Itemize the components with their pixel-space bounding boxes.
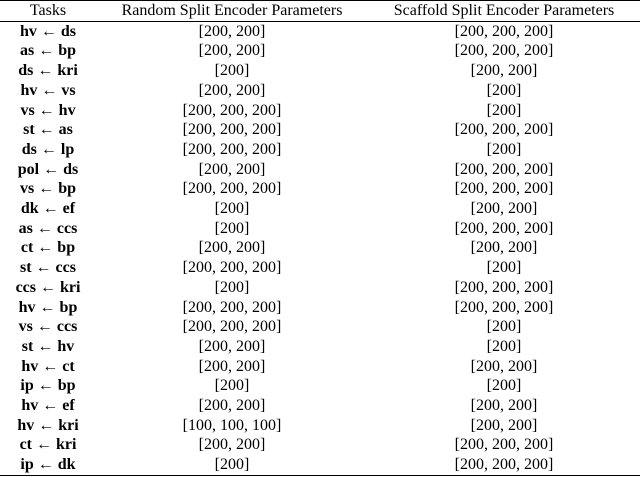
task-cell: hv ← ef bbox=[21, 397, 75, 415]
parameter-cell: [200] bbox=[486, 318, 522, 336]
table-row: hv ← ds [200, 200] [200, 200, 200] bbox=[0, 21, 640, 41]
parameter-cell: [200, 200] bbox=[470, 357, 538, 375]
parameter-cell: [200, 200] bbox=[470, 200, 538, 218]
parameter-cell: [200] bbox=[486, 337, 522, 355]
task-cell: ds ← kri bbox=[18, 62, 78, 80]
parameter-cell: [200, 200, 200] bbox=[182, 101, 282, 119]
parameter-cell: [200] bbox=[214, 200, 250, 218]
parameter-cell: [200] bbox=[214, 278, 250, 296]
table-row: hv ← kri [100, 100, 100] [200, 200] bbox=[0, 416, 640, 436]
parameter-cell: [200] bbox=[214, 377, 250, 395]
task-cell: hv ← ct bbox=[21, 357, 75, 375]
parameter-cell: [200, 200] bbox=[470, 397, 538, 415]
task-cell: as ← ccs bbox=[18, 219, 78, 237]
parameter-cell: [200, 200, 200] bbox=[182, 318, 282, 336]
parameter-cell: [200, 200, 200] bbox=[454, 278, 554, 296]
table-row: ct ← kri [200, 200] [200, 200, 200] bbox=[0, 435, 640, 455]
task-cell: as ← bp bbox=[19, 42, 77, 60]
parameter-cell: [200, 200] bbox=[470, 416, 538, 434]
table-row: hv ← ef [200, 200] [200, 200] bbox=[0, 396, 640, 416]
parameter-cell: [200] bbox=[214, 62, 250, 80]
table-row: ip ← dk [200] [200, 200, 200] bbox=[0, 455, 640, 476]
parameter-cell: [200, 200] bbox=[198, 397, 266, 415]
parameter-cell: [200, 200, 200] bbox=[454, 298, 554, 316]
parameter-cell: [200, 200, 200] bbox=[454, 180, 554, 198]
task-cell: hv ← kri bbox=[17, 416, 79, 434]
table-row: ds ← lp [200, 200, 200] [200] bbox=[0, 140, 640, 160]
table-row: pol ← ds [200, 200] [200, 200, 200] bbox=[0, 160, 640, 180]
parameter-cell: [200, 200] bbox=[198, 357, 266, 375]
header-cell: Tasks bbox=[0, 0, 96, 22]
table-row: hv ← bp [200, 200, 200] [200, 200, 200] bbox=[0, 298, 640, 318]
parameter-cell: [200, 200, 200] bbox=[454, 121, 554, 139]
task-cell: vs ← hv bbox=[20, 101, 76, 119]
task-cell: ds ← lp bbox=[21, 140, 75, 158]
table-row: st ← hv [200, 200] [200] bbox=[0, 337, 640, 357]
parameter-cell: [200, 200, 200] bbox=[182, 180, 282, 198]
task-cell: st ← hv bbox=[21, 337, 75, 355]
table-row: ip ← bp [200] [200] bbox=[0, 376, 640, 396]
parameter-cell: [200, 200] bbox=[470, 239, 538, 257]
header-cell: Random Split Encoder Parameters bbox=[96, 0, 368, 22]
header-cell: Scaffold Split Encoder Parameters bbox=[368, 0, 640, 22]
parameter-cell: [200, 200, 200] bbox=[182, 298, 282, 316]
parameter-cell: [200, 200, 200] bbox=[454, 219, 554, 237]
parameter-cell: [200, 200, 200] bbox=[368, 455, 640, 476]
parameter-cell: [200] bbox=[486, 140, 522, 158]
task-cell: ip ← bp bbox=[20, 377, 76, 395]
task-cell: st ← ccs bbox=[20, 259, 76, 277]
parameter-cell: [200, 200] bbox=[198, 160, 266, 178]
table-row: ccs ← kri [200] [200, 200, 200] bbox=[0, 278, 640, 298]
parameter-cell: [200] bbox=[486, 81, 522, 99]
parameter-cell: [200, 200] bbox=[470, 62, 538, 80]
parameter-cell: [200, 200, 200] bbox=[454, 42, 554, 60]
parameter-cell: [200, 200] bbox=[198, 22, 266, 40]
parameter-cell: [100, 100, 100] bbox=[182, 416, 282, 434]
table-row: st ← ccs [200, 200, 200] [200] bbox=[0, 258, 640, 278]
parameter-cell: [200, 200] bbox=[198, 239, 266, 257]
task-cell: st ← as bbox=[23, 121, 73, 139]
task-cell: vs ← bp bbox=[19, 180, 77, 198]
task-cell: vs ← ccs bbox=[18, 318, 78, 336]
parameter-cell: [200] bbox=[96, 455, 368, 476]
task-cell: dk ← ef bbox=[20, 200, 76, 218]
parameter-cell: [200, 200, 200] bbox=[454, 22, 554, 40]
table-row: dk ← ef [200] [200, 200] bbox=[0, 199, 640, 219]
task-cell: ct ← bp bbox=[20, 239, 76, 257]
parameter-cell: [200, 200, 200] bbox=[454, 160, 554, 178]
parameter-cell: [200, 200, 200] bbox=[182, 259, 282, 277]
parameter-cell: [200] bbox=[486, 101, 522, 119]
task-cell: ccs ← kri bbox=[15, 278, 81, 296]
table-row: as ← ccs [200] [200, 200, 200] bbox=[0, 219, 640, 239]
table-row: vs ← ccs [200, 200, 200] [200] bbox=[0, 317, 640, 337]
parameter-cell: [200, 200, 200] bbox=[454, 436, 554, 454]
parameter-cell: [200, 200] bbox=[198, 337, 266, 355]
parameter-cell: [200] bbox=[486, 377, 522, 395]
table-row: st ← as [200, 200, 200] [200, 200, 200] bbox=[0, 120, 640, 140]
parameter-cell: [200, 200, 200] bbox=[182, 140, 282, 158]
parameter-cell: [200] bbox=[486, 259, 522, 277]
table-row: hv ← ct [200, 200] [200, 200] bbox=[0, 357, 640, 377]
task-cell: hv ← ds bbox=[19, 22, 77, 40]
header-row: Tasks Random Split Encoder Parameters Scaf… bbox=[0, 0, 640, 22]
parameter-cell: [200, 200] bbox=[198, 81, 266, 99]
table-row: ds ← kri [200] [200, 200] bbox=[0, 61, 640, 81]
table-row: vs ← hv [200, 200, 200] [200] bbox=[0, 101, 640, 121]
parameter-cell: [200, 200] bbox=[198, 436, 266, 454]
parameter-cell: [200] bbox=[214, 219, 250, 237]
table-row: as ← bp [200, 200] [200, 200, 200] bbox=[0, 41, 640, 61]
task-cell: pol ← ds bbox=[17, 160, 79, 178]
parameter-cell: [200, 200, 200] bbox=[182, 121, 282, 139]
table-row: hv ← vs [200, 200] [200] bbox=[0, 81, 640, 101]
table-row: ct ← bp [200, 200] [200, 200] bbox=[0, 238, 640, 258]
task-cell: hv ← vs bbox=[20, 81, 76, 99]
task-cell: ip ← dk bbox=[0, 455, 96, 476]
table-row: vs ← bp [200, 200, 200] [200, 200, 200] bbox=[0, 179, 640, 199]
task-cell: hv ← bp bbox=[18, 298, 78, 316]
parameter-cell: [200, 200] bbox=[198, 42, 266, 60]
task-cell: ct ← kri bbox=[19, 436, 77, 454]
